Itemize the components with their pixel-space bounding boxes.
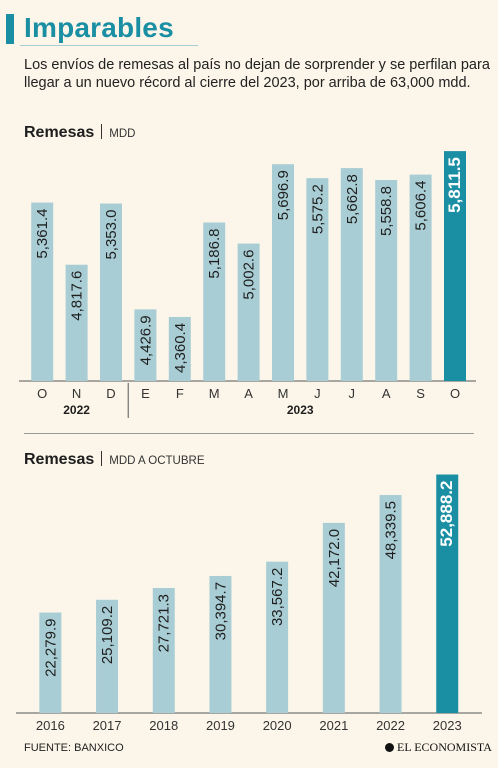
chart1-title: Remesas — [24, 124, 95, 141]
page-subtitle: Los envíos de remesas al país no dejan d… — [24, 57, 490, 91]
chart2-annual-remittances: 22,279.9 2016 25,109.2 2017 27,721.3 2018 30,3… — [16, 474, 482, 733]
bar-value-label-10: 5,558.8 — [378, 186, 395, 236]
bar-2 — [152, 588, 175, 713]
x-tick-label-6: A — [244, 386, 253, 401]
x-tick-label-4: F — [176, 386, 184, 401]
bar-value-label-2: 27,721.3 — [156, 594, 173, 652]
chart1-unit: MDD — [109, 128, 136, 140]
title-accent-bar — [6, 14, 14, 44]
x-tick-label-5: 2021 — [319, 718, 348, 733]
bar-value-label-8: 5,575.2 — [309, 184, 326, 234]
bar-6 — [379, 495, 402, 713]
bar-0 — [39, 612, 62, 713]
bar-3 — [134, 309, 157, 381]
group-label-1: 2023 — [287, 403, 314, 417]
title-rule — [20, 45, 198, 46]
bar-6 — [237, 243, 260, 381]
title-block: Imparables — [0, 12, 200, 44]
bar-7 — [436, 474, 459, 713]
chart1-header-separator — [101, 124, 103, 139]
chart1-header: Remesas MDD — [24, 124, 135, 142]
bar-10 — [375, 179, 398, 381]
bar-value-label-3: 30,394.7 — [212, 582, 229, 640]
bar-value-label-7: 52,888.2 — [437, 481, 456, 547]
bar-2 — [100, 203, 122, 381]
x-tick-label-8: J — [314, 386, 321, 401]
source-note: FUENTE: BANXICO — [24, 742, 124, 754]
bar-value-label-2: 5,353.0 — [103, 210, 120, 260]
x-tick-label-2: 2018 — [149, 718, 178, 733]
section-divider — [24, 433, 474, 434]
x-tick-label-0: O — [37, 386, 47, 401]
bar-value-label-4: 33,567.2 — [269, 568, 286, 626]
bar-value-label-6: 5,002.6 — [241, 250, 258, 300]
x-tick-label-7: M — [278, 386, 289, 401]
bar-9 — [340, 168, 363, 381]
x-tick-label-3: 2019 — [206, 718, 235, 733]
bar-4 — [168, 316, 191, 381]
brand-name: EL ECONOMISTA — [397, 740, 492, 754]
x-tick-label-12: O — [450, 386, 460, 401]
bar-4 — [266, 561, 289, 713]
x-tick-label-1: 2017 — [93, 718, 122, 733]
x-tick-label-7: 2023 — [433, 718, 462, 733]
x-tick-label-9: J — [349, 386, 356, 401]
bar-value-label-6: 48,339.5 — [383, 501, 400, 559]
page-title: Imparables — [24, 12, 174, 43]
x-tick-label-2: D — [106, 386, 115, 401]
bar-value-label-5: 42,172.0 — [326, 529, 343, 587]
bar-value-label-5: 5,186.8 — [206, 229, 223, 279]
bar-value-label-9: 5,662.8 — [344, 174, 361, 224]
x-tick-label-1: N — [72, 386, 81, 401]
brand-dot-icon — [385, 743, 394, 752]
bar-value-label-7: 5,696.9 — [275, 170, 292, 220]
bar-1 — [96, 599, 119, 713]
bar-value-label-11: 5,606.4 — [413, 181, 430, 231]
chart2-title: Remesas — [24, 451, 95, 468]
bar-5 — [322, 522, 345, 713]
x-tick-label-6: 2022 — [376, 718, 405, 733]
x-tick-label-11: S — [416, 386, 425, 401]
bar-value-label-1: 4,817.6 — [69, 271, 86, 321]
bar-11 — [409, 174, 432, 381]
chart2-unit: MDD A OCTUBRE — [109, 455, 205, 467]
bar-1 — [65, 264, 88, 381]
chart1-monthly-remittances: 5,361.4 O 4,817.6 N 5,353.0 D 4,426.9 E 4,360.4 F… — [19, 151, 476, 418]
chart2-header: Remesas MDD A OCTUBRE — [24, 451, 205, 469]
x-tick-label-3: E — [141, 386, 150, 401]
bar-value-label-12: 5,811.5 — [445, 157, 464, 213]
group-label-0: 2022 — [63, 403, 90, 417]
bar-value-label-1: 25,109.2 — [99, 606, 116, 664]
bar-value-label-4: 4,360.4 — [172, 323, 189, 373]
bar-0 — [31, 202, 54, 381]
bar-7 — [272, 164, 294, 381]
chart2-header-separator — [101, 451, 103, 466]
bar-value-label-0: 22,279.9 — [42, 619, 59, 677]
x-tick-label-10: A — [382, 386, 391, 401]
x-tick-label-4: 2020 — [263, 718, 292, 733]
bar-value-label-0: 5,361.4 — [34, 209, 51, 259]
bar-8 — [306, 178, 329, 381]
bar-5 — [203, 222, 226, 381]
x-tick-label-0: 2016 — [36, 718, 65, 733]
bar-value-label-3: 4,426.9 — [137, 315, 154, 365]
bar-3 — [209, 575, 232, 713]
brand-logo: EL ECONOMISTA — [385, 740, 492, 755]
x-tick-label-5: M — [209, 386, 220, 401]
bar-12 — [444, 151, 466, 381]
